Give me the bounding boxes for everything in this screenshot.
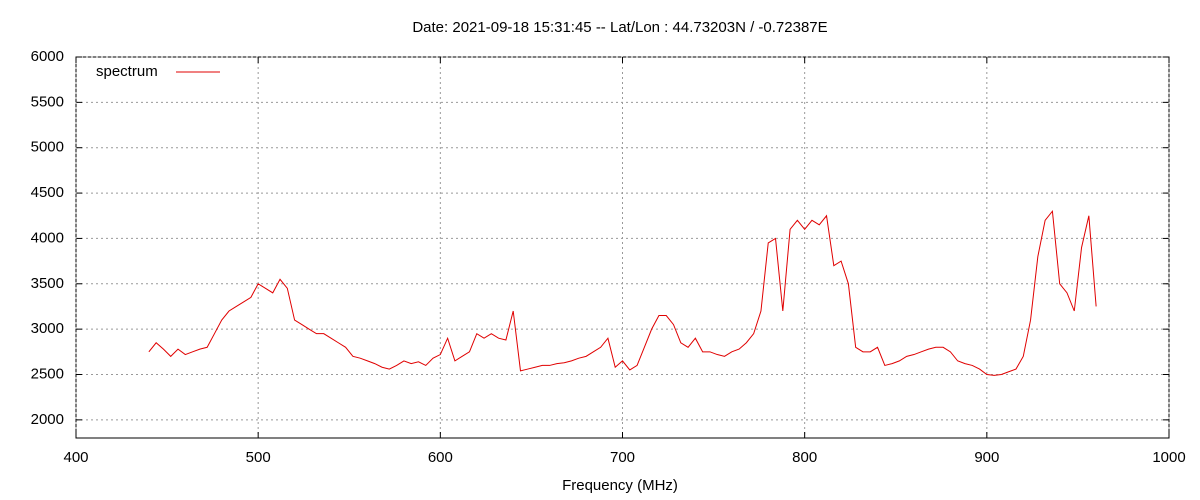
- legend-label: spectrum: [96, 63, 158, 80]
- y-tick-label: 4500: [31, 184, 64, 201]
- x-tick-label: 900: [974, 449, 999, 466]
- y-tick-label: 5500: [31, 93, 64, 110]
- x-tick-label: 1000: [1152, 449, 1185, 466]
- x-axis-label: Frequency (MHz): [562, 477, 678, 494]
- y-tick-label: 3500: [31, 275, 64, 292]
- x-tick-label: 600: [428, 449, 453, 466]
- spectrum-line: [148, 209, 1097, 376]
- y-tick-label: 5000: [31, 139, 64, 156]
- x-tick-label: 500: [246, 449, 271, 466]
- y-tick-label: 2500: [31, 365, 64, 382]
- y-tick-label: 6000: [31, 48, 64, 65]
- x-tick-label: 800: [792, 449, 817, 466]
- chart-title: Date: 2021-09-18 15:31:45 -- Lat/Lon : 4…: [412, 19, 827, 36]
- y-tick-label: 4000: [31, 229, 64, 246]
- x-tick-label: 700: [610, 449, 635, 466]
- y-tick-label: 2000: [31, 411, 64, 428]
- x-tick-label: 400: [63, 449, 88, 466]
- y-tick-label: 3000: [31, 320, 64, 337]
